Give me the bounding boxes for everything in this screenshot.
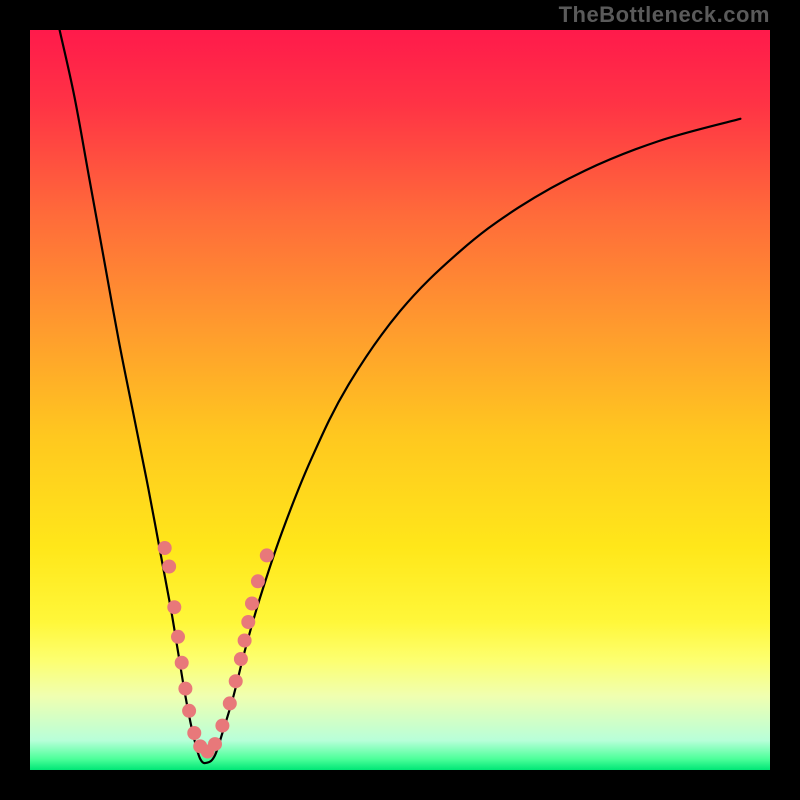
chart-root: TheBottleneck.com: [0, 0, 800, 800]
data-point: [229, 674, 243, 688]
data-point: [162, 560, 176, 574]
data-point: [187, 726, 201, 740]
data-point: [182, 704, 196, 718]
data-point: [175, 656, 189, 670]
data-point: [260, 548, 274, 562]
data-point: [208, 737, 222, 751]
data-point: [215, 719, 229, 733]
bottleneck-plot: [0, 0, 800, 800]
data-point: [245, 597, 259, 611]
data-point: [238, 634, 252, 648]
data-point: [171, 630, 185, 644]
data-point: [241, 615, 255, 629]
watermark-text: TheBottleneck.com: [559, 2, 770, 28]
data-point: [158, 541, 172, 555]
data-point: [234, 652, 248, 666]
data-point: [251, 574, 265, 588]
data-point: [223, 696, 237, 710]
data-point: [167, 600, 181, 614]
data-point: [178, 682, 192, 696]
